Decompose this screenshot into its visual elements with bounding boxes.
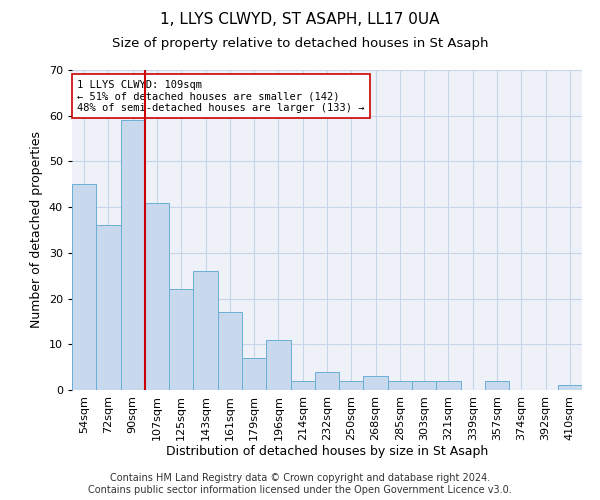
Bar — [72, 184, 96, 390]
Text: Contains HM Land Registry data © Crown copyright and database right 2024.
Contai: Contains HM Land Registry data © Crown c… — [88, 474, 512, 495]
Y-axis label: Number of detached properties: Number of detached properties — [30, 132, 43, 328]
Text: Size of property relative to detached houses in St Asaph: Size of property relative to detached ho… — [112, 38, 488, 51]
Bar — [364, 376, 388, 390]
Bar — [558, 386, 582, 390]
Bar — [121, 120, 145, 390]
Bar — [218, 312, 242, 390]
Text: 1, LLYS CLWYD, ST ASAPH, LL17 0UA: 1, LLYS CLWYD, ST ASAPH, LL17 0UA — [160, 12, 440, 28]
Bar — [266, 340, 290, 390]
Bar — [339, 381, 364, 390]
Bar — [169, 290, 193, 390]
Bar — [485, 381, 509, 390]
Bar — [290, 381, 315, 390]
Bar — [436, 381, 461, 390]
Bar — [96, 226, 121, 390]
Bar — [412, 381, 436, 390]
Bar — [193, 271, 218, 390]
Bar — [388, 381, 412, 390]
Text: 1 LLYS CLWYD: 109sqm
← 51% of detached houses are smaller (142)
48% of semi-deta: 1 LLYS CLWYD: 109sqm ← 51% of detached h… — [77, 80, 365, 113]
Bar — [145, 202, 169, 390]
Bar — [315, 372, 339, 390]
Bar — [242, 358, 266, 390]
X-axis label: Distribution of detached houses by size in St Asaph: Distribution of detached houses by size … — [166, 446, 488, 458]
